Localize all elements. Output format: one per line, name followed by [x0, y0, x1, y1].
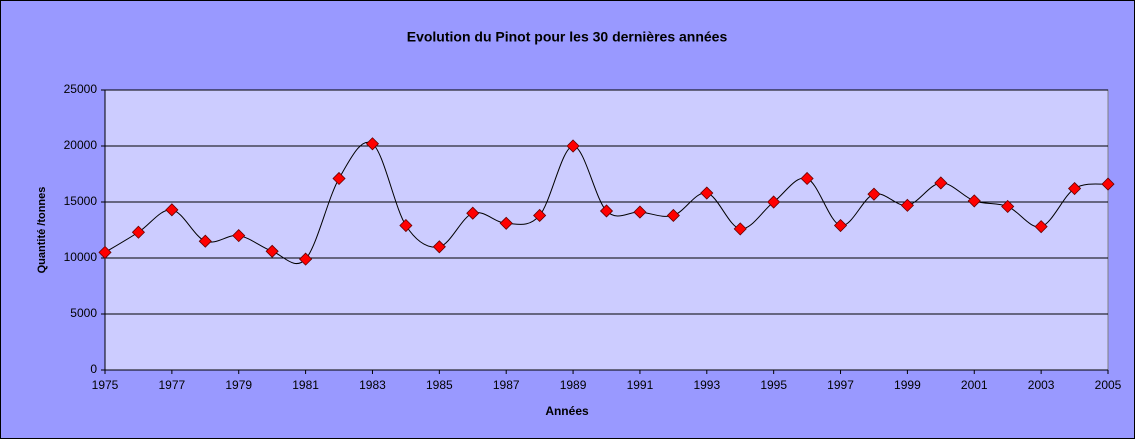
data-point — [399, 218, 413, 233]
x-tick-label: 1997 — [827, 378, 854, 392]
y-tick-label: 10000 — [64, 250, 98, 264]
data-point — [98, 245, 112, 259]
plot-area — [104, 89, 1109, 371]
data-point — [533, 208, 547, 223]
x-tick-label: 1981 — [292, 378, 319, 392]
data-point — [131, 225, 145, 239]
y-tick-label: 0 — [90, 362, 97, 376]
data-point — [432, 240, 446, 254]
data-point — [1101, 177, 1115, 191]
data-point — [599, 204, 614, 218]
data-point — [466, 206, 480, 220]
data-point — [967, 194, 981, 208]
x-tick-label: 2003 — [1028, 378, 1055, 392]
data-point — [332, 171, 346, 186]
x-tick-label: 1977 — [159, 378, 186, 392]
data-point — [867, 187, 881, 201]
x-tick-label: 1995 — [760, 378, 787, 392]
data-point — [232, 229, 246, 243]
x-tick-label: 1991 — [627, 378, 654, 392]
data-point — [700, 186, 714, 200]
data-point — [499, 216, 513, 230]
data-point — [198, 234, 212, 248]
x-tick-label: 1975 — [92, 378, 119, 392]
x-tick-label: 1979 — [225, 378, 252, 392]
data-point — [833, 218, 848, 233]
x-tick-label: 2005 — [1095, 378, 1122, 392]
data-point — [299, 252, 313, 266]
x-tick-label: 2001 — [961, 378, 988, 392]
chart-title: Evolution du Pinot pour les 30 dernières… — [407, 29, 728, 45]
x-tick-label: 1989 — [560, 378, 587, 392]
data-point — [633, 205, 647, 219]
data-point — [265, 244, 279, 258]
data-point — [165, 203, 179, 217]
y-tick-label: 25000 — [64, 82, 98, 96]
data-point — [733, 222, 747, 236]
data-point — [1001, 199, 1015, 214]
y-tick-label: 15000 — [64, 194, 98, 208]
data-point — [800, 171, 814, 186]
x-tick-label: 1993 — [693, 378, 720, 392]
x-tick-label: 1985 — [426, 378, 453, 392]
data-point — [900, 198, 914, 212]
y-tick-label: 5000 — [70, 306, 97, 320]
data-point — [767, 195, 781, 209]
data-point — [1068, 181, 1082, 196]
x-tick-label: 1987 — [493, 378, 520, 392]
data-point — [365, 137, 380, 151]
y-axis-label: Quantité /tonnes — [36, 187, 48, 274]
data-point — [566, 139, 580, 153]
data-point — [666, 208, 680, 223]
data-point — [1034, 220, 1048, 234]
data-point — [934, 176, 948, 190]
x-axis-label: Années — [545, 404, 589, 418]
y-tick-label: 20000 — [64, 138, 98, 152]
x-tick-label: 1983 — [359, 378, 386, 392]
x-tick-label: 1999 — [894, 378, 921, 392]
